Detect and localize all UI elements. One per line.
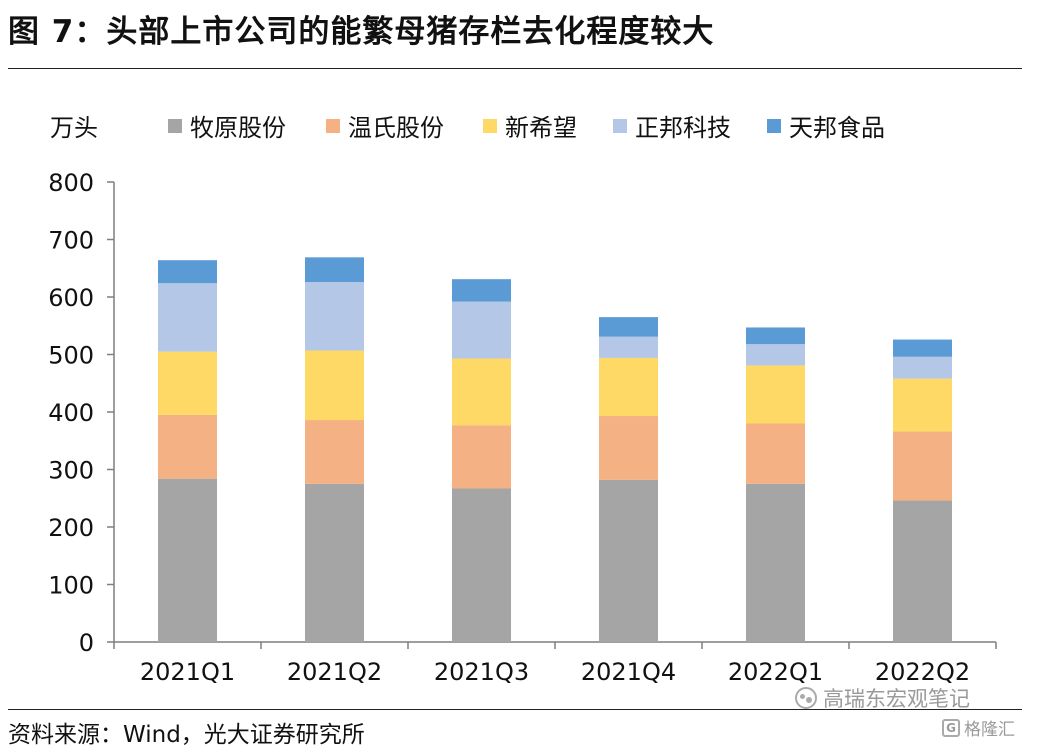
bar-segment (599, 336, 658, 358)
y-tick-label: 400 (48, 399, 94, 427)
y-tick-label: 600 (48, 284, 94, 312)
y-axis: 0 100 200 300 400 500 600 700 800 (48, 169, 115, 657)
bar-segment (599, 479, 658, 642)
legend-label: 新希望 (505, 114, 577, 142)
y-tick-label: 700 (48, 227, 94, 255)
legend-swatch (483, 119, 497, 133)
watermark-text: 高瑞东宏观笔记 (823, 687, 970, 711)
bar-segment (893, 431, 952, 501)
bar-segment (452, 301, 511, 359)
bar-segment (158, 260, 217, 284)
bar-segment (158, 351, 217, 415)
y-tick-label: 300 (48, 457, 94, 485)
legend-swatch (168, 119, 182, 133)
bar-segment (305, 420, 364, 484)
legend-label: 正邦科技 (635, 114, 731, 142)
bar-segment (158, 414, 217, 479)
bar-segment (746, 365, 805, 424)
legend: 牧原股份 温氏股份 新希望 正邦科技 天邦食品 (168, 114, 885, 142)
legend-label: 天邦食品 (789, 114, 885, 142)
legend-label: 温氏股份 (348, 114, 444, 142)
y-unit-label: 万头 (50, 114, 98, 142)
bar-segment (305, 257, 364, 283)
bar-segment (746, 483, 805, 642)
bar-segment (746, 327, 805, 345)
x-tick-label: 2021Q3 (434, 658, 529, 686)
legend-label: 牧原股份 (190, 114, 286, 142)
legend-swatch (767, 119, 781, 133)
bar-segment (158, 478, 217, 642)
x-tick-label: 2021Q1 (140, 658, 235, 686)
source-note: 资料来源：Wind，光大证券研究所 (8, 722, 365, 748)
wechat-icon (795, 687, 817, 709)
x-tick-label: 2022Q2 (875, 658, 970, 686)
bar-segment (599, 416, 658, 480)
y-tick-label: 500 (48, 342, 94, 370)
bar-segment (893, 378, 952, 432)
bar-segment (746, 344, 805, 366)
watermark-badge: G 格隆汇 (942, 715, 1015, 740)
x-axis: 2021Q1 2021Q2 2021Q3 2021Q4 2022Q1 2022Q2 (113, 641, 997, 686)
watermark-badge-text: 格隆汇 (964, 720, 1015, 740)
bottom-rule (8, 709, 1022, 710)
bar-segment (158, 283, 217, 352)
bar-segment (305, 350, 364, 421)
bar-segment (893, 356, 952, 379)
figure-title: 图 7：头部上市公司的能繁母猪存栏去化程度较大 (8, 14, 715, 50)
y-tick-label: 800 (48, 169, 94, 197)
bar-segment (305, 483, 364, 642)
bar-segment (599, 357, 658, 417)
legend-swatch (613, 119, 627, 133)
x-tick-label: 2022Q1 (728, 658, 823, 686)
top-rule (8, 68, 1022, 69)
g-logo-icon: G (942, 718, 960, 737)
y-tick-label: 100 (48, 572, 94, 600)
bar-segment (599, 317, 658, 337)
bar-segment (305, 282, 364, 351)
x-tick-label: 2021Q4 (581, 658, 676, 686)
watermark: 高瑞东宏观笔记 (795, 683, 970, 713)
legend-swatch (326, 119, 340, 133)
bar-segment (452, 488, 511, 642)
y-tick-label: 0 (79, 629, 94, 657)
y-tick-label: 200 (48, 514, 94, 542)
bar-segment (452, 358, 511, 426)
bar-segment (746, 423, 805, 484)
bars (158, 257, 952, 642)
bar-segment (452, 279, 511, 302)
bar-segment (893, 500, 952, 642)
bar-segment (452, 425, 511, 489)
bar-segment (893, 339, 952, 357)
x-tick-label: 2021Q2 (287, 658, 382, 686)
